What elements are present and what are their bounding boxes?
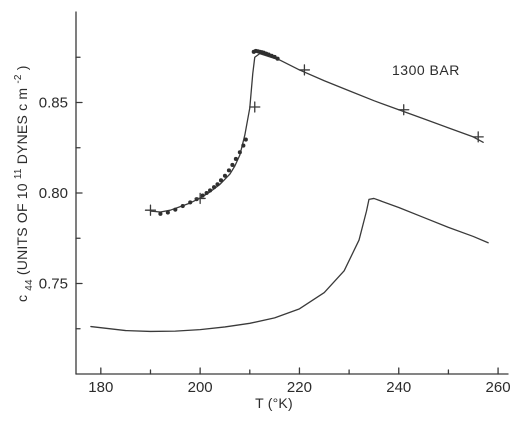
measured-data-point: [180, 203, 185, 209]
measured-data-point: [237, 150, 242, 155]
measured-data-point: [194, 197, 199, 202]
y-tick-label: 0.80: [39, 185, 68, 202]
y-axis-exponent: 11: [13, 168, 24, 179]
y-axis-middle: DYNES c m: [14, 88, 30, 164]
cross-marker: [398, 104, 410, 116]
measured-data-point: [222, 173, 228, 178]
measured-data-point: [230, 162, 235, 167]
measured-data-point: [211, 185, 217, 190]
y-axis-suffix: ): [14, 65, 30, 70]
x-tick-label: 260: [486, 379, 511, 396]
measured-data-point: [226, 168, 231, 173]
measured-data-point: [173, 207, 178, 212]
cross-marker: [249, 101, 261, 113]
series-layer: [90, 48, 489, 333]
measured-data-point: [218, 178, 224, 183]
y-axis-prefix: (UNITS OF: [14, 199, 30, 275]
x-tick-label: 220: [287, 379, 312, 396]
measured-data-point: [243, 137, 248, 142]
measured-data-point: [275, 56, 280, 61]
y-axis-label: c 44 (UNITS OF 10 11 DYNES c m -2 ): [8, 65, 35, 302]
measured-data-point: [200, 193, 205, 198]
cross-marker: [144, 204, 157, 216]
measured-data-point: [158, 211, 163, 216]
y-axis-subscript: 44: [24, 279, 35, 291]
measured-data-point: [188, 200, 193, 205]
y-axis-ticks: 0.75 0.80 0.85: [39, 56, 83, 330]
measured-data-point: [215, 182, 220, 187]
y-axis-base: 10: [14, 183, 30, 199]
y-tick-label: 0.85: [39, 95, 68, 112]
series-lower-curve: [90, 197, 489, 333]
cross-marker: [472, 131, 484, 143]
measured-data-point: [233, 156, 238, 162]
measured-data-point: [272, 54, 277, 59]
cross-marker: [194, 192, 206, 205]
measured-data-point: [241, 143, 246, 148]
x-tick-label: 240: [386, 379, 411, 396]
measured-data-point: [208, 188, 213, 193]
measured-data-point: [165, 210, 170, 215]
y-axis-symbol: c: [14, 295, 30, 302]
series-label-1300-bar: 1300 BAR: [392, 62, 460, 78]
x-tick-label: 180: [88, 379, 113, 396]
y-axis-neg-exponent: -2: [13, 74, 24, 84]
x-tick-label: 200: [188, 379, 213, 396]
measured-data-point: [204, 190, 209, 196]
y-tick-label: 0.75: [39, 276, 68, 293]
cross-marker: [298, 64, 311, 76]
x-axis-ticks: 180 200 220 240 260: [88, 367, 511, 396]
x-axis-label: T (°K): [255, 395, 293, 411]
